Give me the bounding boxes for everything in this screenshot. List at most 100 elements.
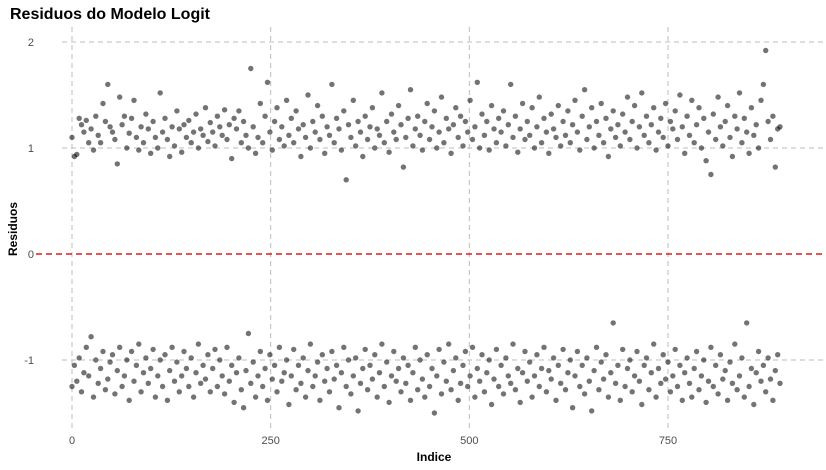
residual-point (288, 373, 294, 379)
residual-point (78, 122, 85, 128)
residual-point (343, 383, 349, 390)
residual-point (498, 129, 504, 135)
residual-point (152, 394, 159, 400)
residual-point (281, 143, 287, 149)
residual-point (95, 380, 101, 386)
residual-point (655, 365, 662, 372)
residual-point (429, 365, 435, 372)
residual-point (658, 380, 664, 386)
residual-point (622, 383, 628, 390)
residual-point (295, 126, 302, 132)
residual-point (667, 118, 674, 125)
residual-point (705, 129, 712, 135)
residual-point (384, 118, 390, 125)
y-gridlines (62, 41, 824, 361)
residual-point (508, 380, 514, 386)
residual-point (391, 129, 397, 135)
residual-point (202, 376, 209, 382)
residual-point (651, 105, 657, 111)
residual-point (417, 357, 423, 363)
residual-point (229, 155, 235, 162)
residual-point (138, 389, 144, 395)
residual-point (763, 389, 769, 395)
residual-point (584, 355, 590, 361)
residual-point (126, 130, 132, 136)
residual-point (271, 362, 278, 368)
residual-point (510, 134, 516, 141)
residual-point (660, 352, 666, 358)
residual-point (264, 79, 271, 86)
residual-point (81, 370, 87, 376)
residual-point (550, 126, 557, 132)
residual-point (131, 378, 137, 384)
residual-point (143, 111, 149, 117)
x-tick-label: 750 (659, 435, 677, 447)
residual-point (734, 387, 740, 393)
residual-point (469, 136, 476, 143)
residual-point (634, 348, 640, 355)
y-tick-labels: -1 0 1 2 (24, 37, 34, 367)
residual-point (274, 389, 280, 395)
residual-point (93, 357, 99, 363)
residual-point (255, 134, 261, 141)
residual-point (462, 118, 469, 125)
residual-point (560, 346, 566, 353)
residual-point (128, 115, 135, 122)
residual-point (627, 357, 633, 363)
residual-point (240, 405, 247, 411)
residual-point (460, 143, 466, 149)
residual-point (453, 105, 459, 111)
residual-point (167, 153, 173, 160)
residual-point (179, 149, 185, 155)
residual-point (581, 87, 588, 93)
residual-point (636, 378, 643, 384)
residual-point (250, 124, 256, 130)
residual-point (529, 394, 535, 400)
residual-point (119, 383, 125, 390)
residual-point (83, 117, 90, 124)
residual-point (569, 405, 576, 411)
residual-point (305, 367, 311, 374)
residual-point (446, 126, 452, 132)
residual-point (739, 140, 745, 146)
residual-point (698, 373, 705, 379)
residual-point (546, 367, 552, 374)
residual-point (395, 102, 402, 109)
residual-point (200, 132, 206, 138)
residual-point (660, 134, 666, 141)
residual-point (591, 145, 597, 151)
residual-point (207, 389, 213, 395)
residual-point (696, 387, 702, 393)
residual-point (491, 126, 497, 132)
residual-point (615, 362, 621, 368)
residual-point (283, 97, 290, 104)
residual-point (534, 124, 540, 130)
residual-point (672, 108, 678, 114)
residual-point (710, 383, 716, 390)
residual-point (324, 365, 330, 372)
residual-point (548, 376, 554, 382)
residual-point (755, 145, 762, 151)
residual-point (295, 362, 302, 368)
residual-point (724, 397, 731, 403)
residual-point (612, 380, 619, 386)
residual-point (136, 147, 142, 153)
residual-point (703, 399, 709, 406)
residual-point (586, 124, 592, 130)
residual-point (658, 115, 664, 122)
residual-point (577, 147, 583, 153)
residual-point (667, 389, 674, 395)
residual-point (71, 362, 78, 368)
residual-point (636, 124, 643, 130)
residual-point (362, 113, 368, 119)
residual-point (212, 143, 218, 149)
residual-point (367, 362, 373, 368)
residual-point (720, 143, 726, 149)
residual-point (376, 370, 383, 376)
residual-point (436, 346, 442, 353)
residual-point (379, 90, 385, 96)
residual-point (381, 383, 387, 390)
residual-point (624, 365, 631, 372)
residual-point (114, 367, 121, 374)
residual-point (775, 352, 781, 358)
